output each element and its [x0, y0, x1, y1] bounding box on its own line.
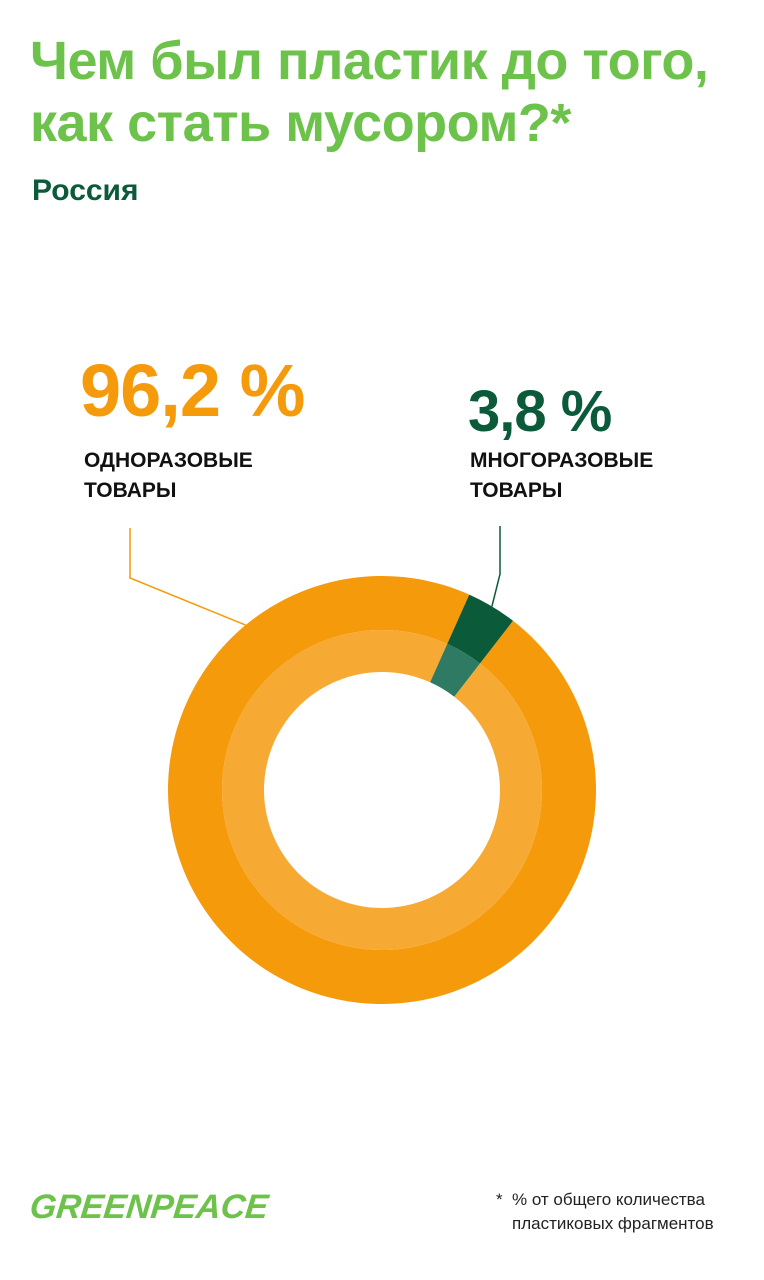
leader-line-single-use [129, 528, 246, 626]
chart-title-line: Чем был пластик до того, [30, 31, 709, 91]
footnote-line: % от общего количества [512, 1190, 705, 1209]
category-label-line: ОДНОРАЗОВЫЕ [84, 449, 253, 472]
slice-reusable-inner [430, 643, 480, 697]
greenpeace-logo: GREENPEACE [28, 1188, 271, 1226]
chart-title: Чем был пластик до того, как стать мусор… [30, 30, 750, 154]
leader-line-reusable [491, 526, 501, 607]
chart-title-line: как стать мусором?* [30, 93, 571, 153]
data-label-single-use: 96,2 % [80, 349, 305, 432]
slice-single-use-inner [221, 629, 542, 950]
data-label-reusable: 3,8 % [468, 379, 612, 444]
footnote-star: * [496, 1190, 503, 1209]
chart-subtitle: Россия [32, 174, 139, 207]
footnote: * % от общего количества пластиковых фра… [496, 1188, 714, 1236]
category-label-line: ТОВАРЫ [84, 479, 177, 502]
category-label-single-use: ОДНОРАЗОВЫЕ ТОВАРЫ [84, 446, 253, 506]
category-label-line: МНОГОРАЗОВЫЕ [470, 449, 654, 472]
slice-reusable-outer [447, 594, 513, 664]
category-label-reusable: МНОГОРАЗОВЫЕ ТОВАРЫ [470, 446, 653, 506]
footnote-line: пластиковых фрагментов [512, 1214, 714, 1233]
category-label-line: ТОВАРЫ [470, 479, 563, 502]
